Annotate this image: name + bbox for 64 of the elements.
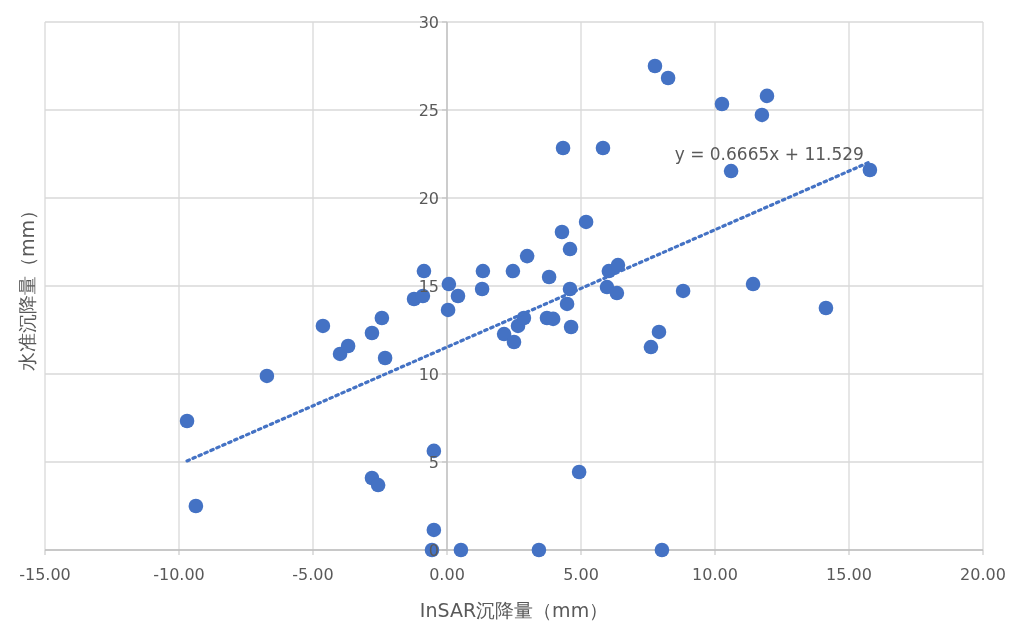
x-tick-label: 5.00 bbox=[563, 565, 599, 584]
point bbox=[259, 368, 275, 384]
x-tick-label: 20.00 bbox=[960, 565, 1006, 584]
point bbox=[531, 542, 547, 558]
point bbox=[862, 162, 878, 178]
point bbox=[559, 296, 575, 312]
point bbox=[519, 248, 535, 264]
point bbox=[754, 107, 770, 123]
point bbox=[440, 302, 456, 318]
point bbox=[450, 288, 466, 304]
y-tick-label: 25 bbox=[418, 101, 439, 120]
point bbox=[759, 88, 775, 104]
point bbox=[364, 325, 380, 341]
point bbox=[562, 241, 578, 257]
point bbox=[453, 542, 469, 558]
point bbox=[609, 285, 625, 301]
point bbox=[506, 334, 522, 350]
point bbox=[475, 263, 491, 279]
point bbox=[578, 214, 594, 230]
point bbox=[340, 338, 356, 354]
point bbox=[188, 498, 204, 514]
x-tick-label: -15.00 bbox=[19, 565, 71, 584]
point bbox=[714, 96, 730, 112]
point bbox=[643, 339, 659, 355]
point bbox=[723, 163, 739, 179]
point bbox=[370, 477, 386, 493]
x-tick-label: 10.00 bbox=[692, 565, 738, 584]
x-tick-label: 15.00 bbox=[826, 565, 872, 584]
point bbox=[416, 263, 432, 279]
y-axis-title: 水准沉降量（mm） bbox=[16, 200, 38, 372]
x-tick-label: -10.00 bbox=[153, 565, 205, 584]
y-tick-label: 0 bbox=[428, 541, 439, 560]
point bbox=[647, 58, 663, 74]
x-tick-label: 0.00 bbox=[429, 565, 465, 584]
x-axis-title: InSAR沉降量（mm） bbox=[419, 599, 609, 621]
point bbox=[651, 324, 667, 340]
point bbox=[818, 300, 834, 316]
point bbox=[610, 257, 626, 273]
y-tick-label: 15 bbox=[418, 277, 439, 296]
point bbox=[179, 413, 195, 429]
point bbox=[654, 542, 670, 558]
point bbox=[441, 276, 457, 292]
x-tick-label: -5.00 bbox=[292, 565, 334, 584]
point bbox=[571, 464, 587, 480]
point bbox=[315, 318, 331, 334]
point bbox=[563, 319, 579, 335]
point bbox=[554, 224, 570, 240]
point bbox=[541, 269, 557, 285]
y-tick-label: 10 bbox=[418, 365, 439, 384]
point bbox=[496, 326, 512, 342]
point bbox=[374, 310, 390, 326]
point bbox=[660, 70, 676, 86]
y-tick-label: 30 bbox=[418, 13, 439, 32]
y-tick-label: 5 bbox=[428, 453, 439, 472]
point bbox=[377, 350, 393, 366]
annotation: y = 0.6665x + 11.529 bbox=[674, 143, 864, 164]
point bbox=[675, 283, 691, 299]
point bbox=[745, 276, 761, 292]
point bbox=[595, 140, 611, 156]
y-tick-label: 20 bbox=[418, 189, 439, 208]
point bbox=[426, 522, 442, 538]
point bbox=[505, 263, 521, 279]
point bbox=[474, 281, 490, 297]
point bbox=[555, 140, 571, 156]
